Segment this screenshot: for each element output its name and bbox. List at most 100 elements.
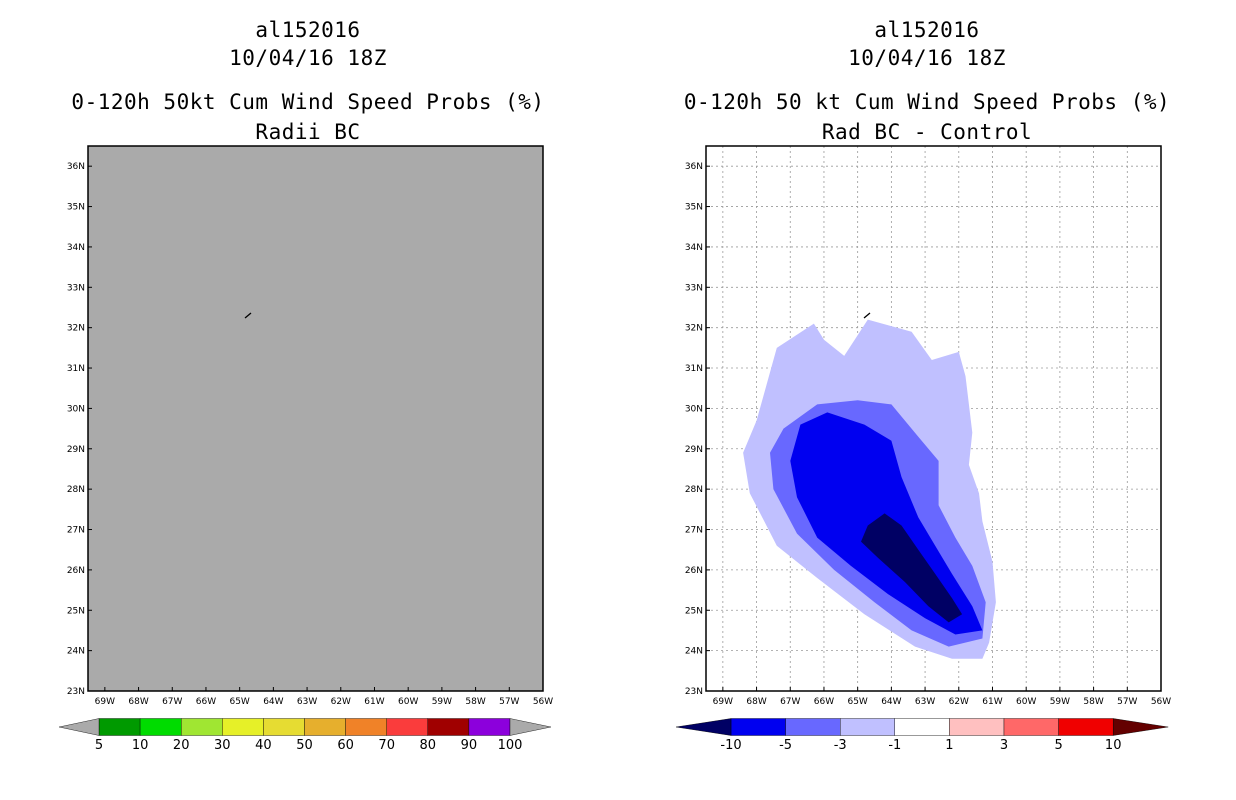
lon-tick-label: 57W bbox=[1117, 697, 1137, 707]
colorbar-label: 40 bbox=[255, 738, 272, 753]
colorbar-swatch bbox=[1003, 718, 1059, 736]
right-contour-fills bbox=[743, 319, 996, 659]
colorbar-swatch bbox=[386, 718, 429, 736]
right-map-panel: 69W 68W 67W 66W 65W 64W 63W 62W 61W 60W 59W 58W 57W 5… bbox=[685, 145, 1171, 707]
colorbar-swatch bbox=[840, 718, 896, 736]
colorbar-label: 100 bbox=[498, 738, 523, 753]
lon-tick-label: 58W bbox=[1083, 697, 1103, 707]
colorbar-label: 60 bbox=[337, 738, 354, 753]
left-title-product: 0-120h 50kt Cum Wind Speed Probs (%) bbox=[71, 90, 545, 114]
lat-tick-label: 34N bbox=[685, 243, 703, 253]
colorbar-extend-low bbox=[675, 718, 732, 736]
colorbar-label: 5 bbox=[95, 738, 103, 753]
lat-tick-label: 29N bbox=[685, 445, 703, 455]
lat-tick-label: 27N bbox=[685, 526, 703, 536]
right-title-subtitle: Rad BC - Control bbox=[821, 120, 1033, 144]
right-lat-axis: 23N 24N 25N 26N 27N 28N 29N 30N 31N 32N 33N 34N 35N 3… bbox=[685, 162, 710, 697]
lon-tick-label: 65W bbox=[847, 697, 867, 707]
lon-tick-label: 65W bbox=[229, 697, 249, 707]
left-lon-axis: 69W 68W 67W 66W 65W 64W 63W 62W 61W 60W 59W 58W 57W 5… bbox=[95, 687, 553, 707]
left-title-subtitle: Radii BC bbox=[255, 120, 361, 144]
colorbar-label: 5 bbox=[1054, 738, 1062, 753]
lon-tick-label: 60W bbox=[1016, 697, 1036, 707]
lon-tick-label: 64W bbox=[881, 697, 901, 707]
lat-tick-label: 24N bbox=[67, 647, 85, 657]
colorbar-label: 3 bbox=[1000, 738, 1008, 753]
lat-tick-label: 36N bbox=[685, 162, 703, 172]
colorbar-swatch bbox=[468, 718, 511, 736]
lon-tick-label: 58W bbox=[465, 697, 485, 707]
right-title-product: 0-120h 50 kt Cum Wind Speed Probs (%) bbox=[683, 90, 1171, 114]
colorbar-label: 10 bbox=[1105, 738, 1122, 753]
colorbar-swatch bbox=[304, 718, 346, 736]
lat-tick-label: 36N bbox=[67, 162, 85, 172]
left-map-background bbox=[88, 146, 543, 691]
lat-tick-label: 28N bbox=[67, 485, 85, 495]
right-map-frame bbox=[705, 145, 1162, 692]
colorbar-swatch bbox=[345, 718, 387, 736]
lon-tick-label: 68W bbox=[746, 697, 766, 707]
left-title-date: 10/04/16 18Z bbox=[229, 46, 387, 70]
colorbar-label: 70 bbox=[378, 738, 395, 753]
colorbar-label: 30 bbox=[214, 738, 231, 753]
colorbar-swatch bbox=[263, 718, 305, 736]
lat-tick-label: 30N bbox=[685, 404, 703, 414]
colorbar-label: 20 bbox=[173, 738, 190, 753]
lon-tick-label: 63W bbox=[915, 697, 935, 707]
colorbar-swatch bbox=[427, 718, 470, 736]
lat-tick-label: 25N bbox=[67, 606, 85, 616]
colorbar-label: 10 bbox=[132, 738, 149, 753]
lat-tick-label: 28N bbox=[685, 485, 703, 495]
colorbar-label: 90 bbox=[461, 738, 478, 753]
lon-tick-label: 61W bbox=[982, 697, 1002, 707]
lon-tick-label: 69W bbox=[95, 697, 115, 707]
lon-tick-label: 69W bbox=[713, 697, 733, 707]
lat-tick-label: 34N bbox=[67, 243, 85, 253]
colorbar-extend-low bbox=[58, 718, 100, 736]
colorbar-label: -10 bbox=[720, 738, 741, 753]
left-map-panel: 69W 68W 67W 66W 65W 64W 63W 62W 61W 60W 59W 58W 57W 5… bbox=[67, 145, 553, 707]
colorbar-swatch bbox=[785, 718, 841, 736]
colorbar-swatch bbox=[180, 718, 223, 736]
right-coastline-bermuda bbox=[863, 312, 871, 319]
lat-tick-label: 33N bbox=[67, 283, 85, 293]
left-title-storm: al152016 bbox=[255, 18, 361, 42]
lon-tick-label: 62W bbox=[331, 697, 351, 707]
lat-tick-label: 33N bbox=[685, 283, 703, 293]
lat-tick-label: 23N bbox=[685, 687, 703, 697]
left-map-frame bbox=[87, 145, 544, 692]
colorbar-swatch bbox=[949, 718, 1005, 736]
lat-tick-label: 35N bbox=[67, 203, 85, 213]
right-title-storm: al152016 bbox=[874, 18, 980, 42]
lon-tick-label: 62W bbox=[949, 697, 969, 707]
right-colorbar: -10 -5 -3 -1 1 3 5 10 bbox=[675, 718, 1169, 753]
lon-tick-label: 61W bbox=[364, 697, 384, 707]
contour-fill-3 bbox=[861, 513, 963, 623]
lat-tick-label: 24N bbox=[685, 647, 703, 657]
colorbar-swatch bbox=[730, 718, 786, 736]
lat-tick-label: 31N bbox=[685, 364, 703, 374]
lat-tick-label: 35N bbox=[685, 203, 703, 213]
lon-tick-label: 56W bbox=[533, 697, 553, 707]
lon-tick-label: 59W bbox=[432, 697, 452, 707]
colorbar-label: -3 bbox=[834, 738, 847, 753]
left-lat-axis: 23N 24N 25N 26N 27N 28N 29N 30N 31N 32N 33N 34N 35N 3… bbox=[67, 162, 92, 697]
lat-tick-label: 30N bbox=[67, 404, 85, 414]
lat-tick-label: 32N bbox=[67, 324, 85, 334]
lat-tick-label: 32N bbox=[685, 324, 703, 334]
right-lon-axis: 69W 68W 67W 66W 65W 64W 63W 62W 61W 60W 59W 58W 57W 5… bbox=[713, 687, 1171, 707]
colorbar-swatch bbox=[139, 718, 182, 736]
colorbar-extend-high bbox=[1112, 718, 1169, 736]
lat-tick-label: 31N bbox=[67, 364, 85, 374]
colorbar-label: -5 bbox=[779, 738, 792, 753]
lon-tick-label: 63W bbox=[297, 697, 317, 707]
lon-tick-label: 67W bbox=[780, 697, 800, 707]
lon-tick-label: 66W bbox=[196, 697, 216, 707]
colorbar-swatch bbox=[894, 718, 950, 736]
colorbar-label: 50 bbox=[296, 738, 313, 753]
left-coastline-bermuda bbox=[244, 312, 252, 319]
lat-tick-label: 27N bbox=[67, 526, 85, 536]
left-colorbar: 5 10 20 30 40 50 60 70 80 90 100 bbox=[58, 718, 552, 753]
lon-tick-label: 60W bbox=[398, 697, 418, 707]
